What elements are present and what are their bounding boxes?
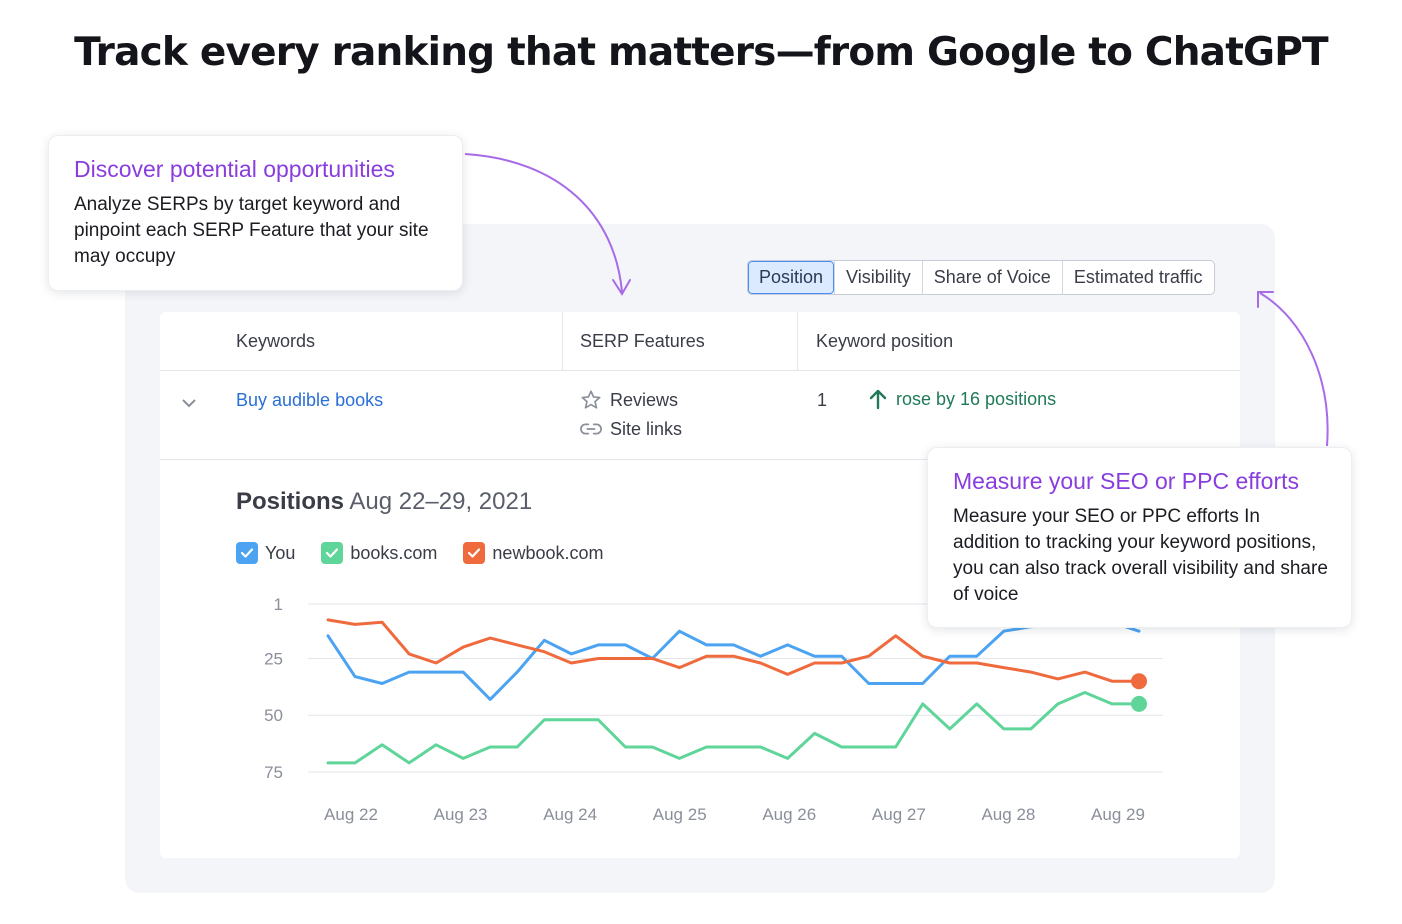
column-divider <box>797 312 798 370</box>
x-tick-label: Aug 29 <box>1091 805 1145 824</box>
tab-share-of-voice[interactable]: Share of Voice <box>921 261 1062 294</box>
tab-position[interactable]: Position <box>748 261 835 294</box>
chart-title-bold: Positions <box>236 488 345 515</box>
y-tick-label: 1 <box>274 595 283 614</box>
tab-visibility[interactable]: Visibility <box>834 261 922 294</box>
x-tick-label: Aug 28 <box>981 805 1035 824</box>
x-tick-label: Aug 24 <box>543 805 597 824</box>
arrow-up-icon <box>869 389 887 410</box>
legend-label: books.com <box>350 542 438 563</box>
chart-legend: You books.com newbook.com <box>236 542 603 564</box>
series-line-you <box>326 620 1141 701</box>
legend-label: You <box>265 542 296 563</box>
x-tick-label: Aug 27 <box>872 805 926 824</box>
keyword-position-value: 1 <box>817 390 828 410</box>
y-tick-label: 25 <box>264 649 283 668</box>
checkbox-checked-icon[interactable] <box>463 542 486 564</box>
link-icon <box>580 423 602 435</box>
page-headline: Track every ranking that matters—from Go… <box>74 30 1329 75</box>
header-divider <box>160 370 1240 371</box>
series-line-newbook-com <box>326 618 1141 683</box>
legend-item-newbook-com[interactable]: newbook.com <box>463 542 603 564</box>
x-tick-label: Aug 26 <box>762 805 816 824</box>
metric-tabs: Position Visibility Share of Voice Estim… <box>747 260 1215 295</box>
chevron-down-icon[interactable] <box>180 396 198 410</box>
position-change-label: rose by 16 positions <box>896 388 1057 409</box>
tab-estimated-traffic[interactable]: Estimated traffic <box>1061 261 1214 294</box>
position-change: rose by 16 positions <box>868 388 1056 410</box>
checkbox-checked-icon[interactable] <box>321 542 344 564</box>
x-tick-label: Aug 25 <box>653 805 707 824</box>
chart-title: Positions Aug 22–29, 2021 <box>236 488 532 516</box>
series-line-books-com <box>326 691 1141 765</box>
callout-title: Measure your SEO or PPC efforts <box>953 468 1299 494</box>
serp-feature-site-links: Site links <box>580 418 682 440</box>
star-icon <box>581 390 601 409</box>
serp-feature-label: Site links <box>610 418 683 439</box>
column-divider <box>562 312 563 370</box>
column-header-keywords[interactable]: Keywords <box>236 331 316 351</box>
serp-feature-label: Reviews <box>610 389 679 410</box>
series-end-point-newbook-com <box>1131 673 1147 690</box>
positions-line-chart: 1 25 50 75 Aug 22 Aug 23 Aug 24 Aug 25 Aug 26 Aug… <box>264 595 1163 824</box>
column-header-keyword-position[interactable]: Keyword position <box>816 331 954 351</box>
checkbox-checked-icon[interactable] <box>236 542 258 564</box>
x-tick-label: Aug 22 <box>324 805 378 824</box>
x-tick-label: Aug 23 <box>434 805 488 824</box>
column-header-serp-features[interactable]: SERP Features <box>580 331 705 351</box>
keyword-link[interactable]: Buy audible books <box>236 390 384 410</box>
series-end-point-books-com <box>1131 695 1147 712</box>
legend-item-books-com[interactable]: books.com <box>321 542 437 564</box>
chart-title-range: Aug 22–29, 2021 <box>349 488 533 515</box>
callout-body: Measure your SEO or PPC efforts In addit… <box>953 506 1328 605</box>
callout-discover-opportunities: Discover potential opportunities Analyze… <box>48 135 463 291</box>
legend-label: newbook.com <box>492 542 604 563</box>
row-divider <box>160 459 1240 460</box>
y-tick-label: 75 <box>264 763 283 782</box>
legend-item-you[interactable]: You <box>236 542 295 564</box>
callout-title: Discover potential opportunities <box>74 156 395 182</box>
callout-measure-efforts: Measure your SEO or PPC efforts Measure … <box>927 447 1352 628</box>
callout-body: Analyze SERPs by target keyword and pinp… <box>74 194 429 267</box>
y-tick-label: 50 <box>264 706 283 725</box>
serp-feature-reviews: Reviews <box>580 389 678 411</box>
